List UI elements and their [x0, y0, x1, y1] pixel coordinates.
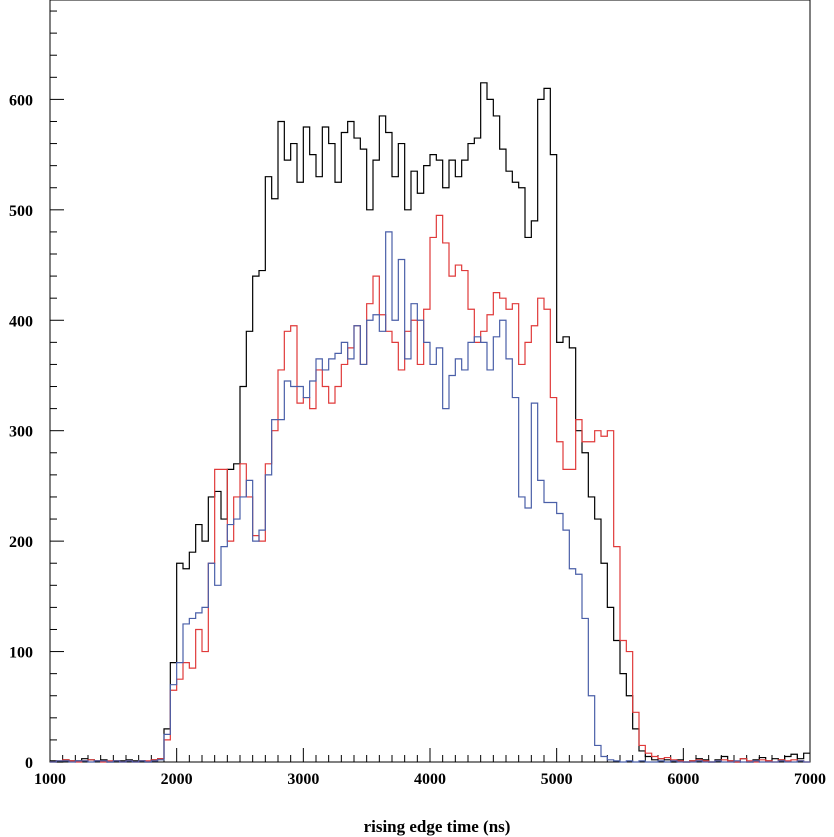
- y-tick-label: 0: [25, 755, 33, 772]
- series-layer: [50, 82, 810, 763]
- x-tick-label: 1000: [34, 771, 66, 788]
- series-line-3: [50, 231, 810, 763]
- series-line-1: [50, 82, 810, 763]
- y-tick-labels: 0 100 200 300 400 500 600: [9, 92, 33, 772]
- x-tick-label: 2000: [161, 771, 193, 788]
- x-tick-labels: 1000 2000 3000 4000 5000 6000 7000: [34, 771, 826, 788]
- x-tick-label: 3000: [287, 771, 319, 788]
- x-tick-label: 7000: [794, 771, 826, 788]
- y-tick-label: 400: [9, 313, 33, 330]
- x-tick-label: 5000: [541, 771, 573, 788]
- y-axis-ticks: [50, 10, 64, 763]
- y-tick-label: 500: [9, 203, 33, 220]
- series-line-2: [50, 214, 810, 763]
- x-tick-label: 4000: [414, 771, 446, 788]
- y-tick-label: 100: [9, 645, 33, 662]
- x-axis-title: rising edge time (ns): [364, 817, 511, 836]
- x-tick-label: 6000: [667, 771, 699, 788]
- plot-frame: [49, 0, 811, 763]
- y-tick-label: 200: [9, 534, 33, 551]
- y-tick-label: 600: [9, 92, 33, 109]
- y-tick-label: 300: [9, 424, 33, 441]
